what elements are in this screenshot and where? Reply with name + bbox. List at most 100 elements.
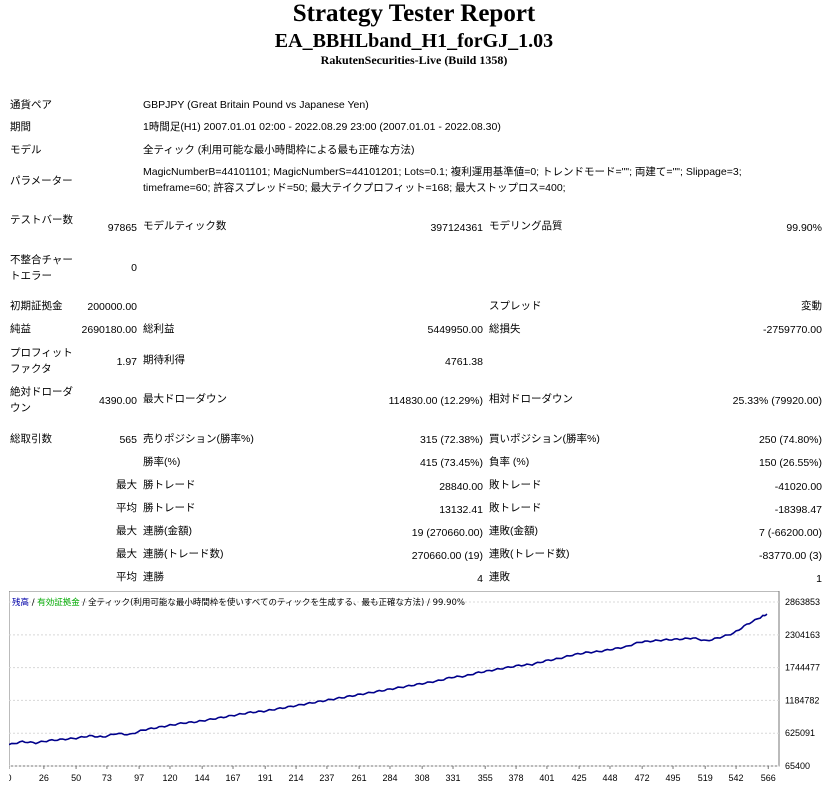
average-loss-label: 敗トレード xyxy=(489,502,542,514)
x-tick-label: 167 xyxy=(226,773,241,783)
long-positions-label: 買いポジション(勝率%) xyxy=(489,433,600,445)
mismatch-value: 0 xyxy=(131,262,137,274)
legend-separator: / xyxy=(29,598,37,608)
balance-line xyxy=(9,613,768,746)
largest-loss-value: -41020.00 xyxy=(774,481,822,493)
average-win-value: 13132.41 xyxy=(439,504,483,516)
model-label: モデル xyxy=(10,144,42,156)
symbol-value: GBPJPY (Great Britain Pound vs Japanese … xyxy=(143,99,369,111)
period-value: 1時間足(H1) 2007.01.01 02:00 - 2022.08.29 2… xyxy=(143,121,501,133)
quality-label: モデリング品質 xyxy=(489,220,563,232)
legend-separator: / xyxy=(424,598,432,608)
net-profit-value: 2690180.00 xyxy=(81,324,137,336)
net-profit-label: 純益 xyxy=(10,323,31,335)
y-tick-label: 65400 xyxy=(785,761,810,771)
expert-name: EA_BBHLband_H1_forGJ_1.03 xyxy=(274,30,554,52)
average-loss-value: -18398.47 xyxy=(774,504,822,516)
relative-drawdown-label: 相対ドローダウン xyxy=(489,393,573,405)
profit-factor-label: プロフィットファクタ xyxy=(10,347,73,375)
report-title: Strategy Tester Report xyxy=(292,0,536,27)
win-rate-value: 415 (73.45%) xyxy=(419,457,483,469)
period-label: 期間 xyxy=(10,121,31,133)
consecutive-losses-trades-label: 連敗(トレード数) xyxy=(489,548,570,560)
consecutive-losses-money-label: 連敗(金額) xyxy=(489,525,538,537)
largest-win-value: 28840.00 xyxy=(439,481,483,493)
short-positions-label: 売りポジション(勝率%) xyxy=(143,433,254,445)
x-tick-label: 191 xyxy=(258,773,273,783)
legend-separator: / xyxy=(80,598,88,608)
plot-area xyxy=(9,591,780,767)
x-tick-label: 378 xyxy=(509,773,524,783)
y-tick-label: 2304163 xyxy=(785,630,820,640)
x-axis: 0 26 50 73 97 120 144 167 191 214 237 261 284 308 331 3… xyxy=(9,766,776,783)
ticks-value: 397124361 xyxy=(430,222,483,234)
x-tick-label: 26 xyxy=(39,773,49,783)
y-axis: 2863853 2304163 1744477 1184782 625091 65400 xyxy=(785,597,820,771)
params-line-1: MagicNumberB=44101101; MagicNumberS=4410… xyxy=(143,166,742,178)
total-trades-value: 565 xyxy=(119,434,137,446)
balance-chart: 286385323041631744477118478262509165400 … xyxy=(9,591,820,783)
server-build: RakutenSecurities-Live (Build 1358) xyxy=(320,53,508,67)
gross-loss-value: -2759770.00 xyxy=(763,324,822,336)
ticks-label: モデルティック数 xyxy=(143,220,227,232)
consecutive-wins-money-value: 19 (270660.00) xyxy=(411,527,483,539)
deposit-value: 200000.00 xyxy=(87,301,137,313)
loss-rate-label: 負率 (%) xyxy=(489,456,530,468)
largest-loss-label: 敗トレード xyxy=(489,479,542,491)
loss-rate-value: 150 (26.55%) xyxy=(758,457,822,469)
consecutive-losses-trades-value: -83770.00 (3) xyxy=(758,550,822,562)
total-trades-label: 総取引数 xyxy=(10,433,52,445)
y-tick-label: 1184782 xyxy=(785,695,819,705)
x-tick-label: 519 xyxy=(698,773,713,783)
y-tick-label: 2863853 xyxy=(785,597,820,607)
symbol-label: 通貨ペア xyxy=(10,99,52,111)
x-tick-label: 308 xyxy=(415,773,430,783)
legend-quality: 99.90% xyxy=(433,598,465,608)
average-win-label: 勝トレード xyxy=(143,502,196,514)
x-tick-label: 401 xyxy=(539,773,554,783)
chart-grid xyxy=(9,601,779,767)
gross-loss-label: 総損失 xyxy=(489,323,521,335)
quality-value: 99.90% xyxy=(786,222,822,234)
y-tick-label: 625091 xyxy=(785,728,815,738)
expected-payoff-value: 4761.38 xyxy=(445,356,483,368)
consecutive-losses-money-value: 7 (-66200.00) xyxy=(758,527,822,539)
chart-legend: 残高 / 有効証拠金 / 全ティック(利用可能な最小時間枠を使いすべてのティック… xyxy=(12,597,465,608)
average-label: 平均 xyxy=(116,502,137,514)
x-tick-label: 120 xyxy=(162,773,177,783)
x-tick-label: 73 xyxy=(102,773,112,783)
x-tick-label: 425 xyxy=(572,773,587,783)
bars-label: テストバー数 xyxy=(10,214,73,226)
x-tick-label: 284 xyxy=(382,773,397,783)
x-tick-label: 144 xyxy=(195,773,210,783)
x-tick-label: 261 xyxy=(352,773,367,783)
x-tick-label: 214 xyxy=(289,773,304,783)
x-tick-label: 331 xyxy=(446,773,461,783)
legend-model: 全ティック(利用可能な最小時間枠を使いすべてのティックを生成する、最も正確な方法… xyxy=(88,597,424,608)
x-tick-label: 472 xyxy=(635,773,650,783)
average-consecutive-win-value: 4 xyxy=(477,573,483,585)
average-consecutive-loss-value: 1 xyxy=(816,573,822,585)
x-tick-label: 50 xyxy=(71,773,81,783)
consecutive-wins-trades-label: 連勝(トレード数) xyxy=(143,548,224,560)
legend-balance: 残高 xyxy=(12,597,29,608)
absolute-drawdown-value: 4390.00 xyxy=(99,395,137,407)
spread-label: スプレッド xyxy=(489,300,542,312)
bars-value: 97865 xyxy=(107,222,137,234)
x-tick-label: 0 xyxy=(9,773,12,783)
y-tick-label: 1744477 xyxy=(785,663,820,673)
average-consecutive-win-label: 連勝 xyxy=(143,571,164,583)
legend-margin: 有効証拠金 xyxy=(37,597,80,608)
mismatch-label: 不整合チャートエラー xyxy=(10,254,73,282)
largest-label: 最大 xyxy=(116,479,137,491)
max-drawdown-label: 最大ドローダウン xyxy=(143,393,227,405)
x-tick-label: 355 xyxy=(478,773,493,783)
x-tick-label: 97 xyxy=(134,773,144,783)
profit-factor-value: 1.97 xyxy=(116,356,137,368)
largest-win-label: 勝トレード xyxy=(143,479,196,491)
x-tick-label: 566 xyxy=(761,773,776,783)
max-consecutive-trades-label: 最大 xyxy=(116,548,137,560)
win-rate-label: 勝率(%) xyxy=(143,456,181,468)
max-drawdown-value: 114830.00 (12.29%) xyxy=(388,395,483,407)
relative-drawdown-value: 25.33% (79920.00) xyxy=(732,395,822,407)
